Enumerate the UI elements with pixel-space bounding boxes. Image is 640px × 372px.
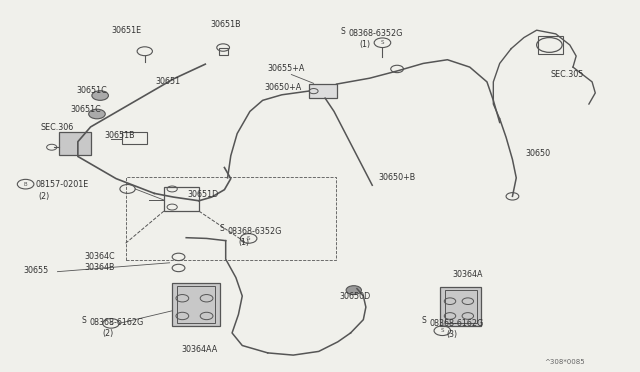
Text: 30650: 30650 (525, 149, 550, 158)
Text: 30655+A: 30655+A (268, 64, 305, 73)
Text: 30650+A: 30650+A (264, 83, 301, 92)
Bar (172, 283, 220, 326)
Text: 30651E: 30651E (111, 26, 141, 35)
Bar (125, 177, 336, 260)
Bar (59, 132, 91, 155)
Text: 30364B: 30364B (84, 263, 115, 272)
Bar (220, 48, 228, 55)
Text: 30651B: 30651B (104, 131, 135, 140)
Text: B: B (24, 182, 28, 187)
Text: S: S (340, 27, 345, 36)
Text: 08368-6162G: 08368-6162G (429, 319, 484, 328)
Bar (440, 287, 481, 326)
Text: ^308*0085: ^308*0085 (544, 359, 585, 365)
Bar (538, 36, 563, 54)
Circle shape (346, 286, 362, 295)
Text: (2): (2) (102, 329, 113, 338)
Text: (1): (1) (239, 238, 250, 247)
Text: S: S (247, 236, 250, 241)
Text: S: S (109, 321, 113, 326)
Circle shape (89, 109, 105, 119)
Text: 08368-6162G: 08368-6162G (90, 318, 143, 327)
Bar (445, 290, 477, 323)
Text: S: S (422, 316, 427, 326)
Text: 30364C: 30364C (84, 251, 115, 261)
Text: 08157-0201E: 08157-0201E (35, 180, 88, 189)
Text: S: S (381, 40, 384, 45)
Text: 30650+B: 30650+B (379, 173, 416, 182)
Bar (308, 84, 337, 98)
Circle shape (92, 91, 108, 100)
Text: S: S (81, 315, 86, 325)
Text: SEC.306: SEC.306 (41, 123, 74, 132)
Text: (2): (2) (38, 192, 49, 201)
Bar (164, 187, 199, 211)
Text: 30651C: 30651C (77, 86, 108, 95)
Text: 30655: 30655 (24, 266, 49, 275)
Text: S: S (440, 328, 444, 333)
Text: 30651B: 30651B (211, 20, 241, 29)
Text: 30651C: 30651C (70, 105, 101, 114)
Text: (3): (3) (446, 330, 458, 339)
Text: (1): (1) (360, 41, 371, 49)
Text: 30364AA: 30364AA (181, 345, 218, 354)
Text: 08368-6352G: 08368-6352G (348, 29, 403, 38)
Text: 30650D: 30650D (339, 292, 371, 301)
Bar (177, 286, 216, 323)
Text: 30364A: 30364A (452, 270, 483, 279)
Text: SEC.305: SEC.305 (550, 70, 584, 79)
Bar (122, 132, 147, 144)
Text: 30651D: 30651D (188, 190, 219, 199)
Text: 08368-6352G: 08368-6352G (228, 227, 282, 235)
Text: S: S (220, 224, 224, 233)
Text: 30651: 30651 (156, 77, 180, 86)
